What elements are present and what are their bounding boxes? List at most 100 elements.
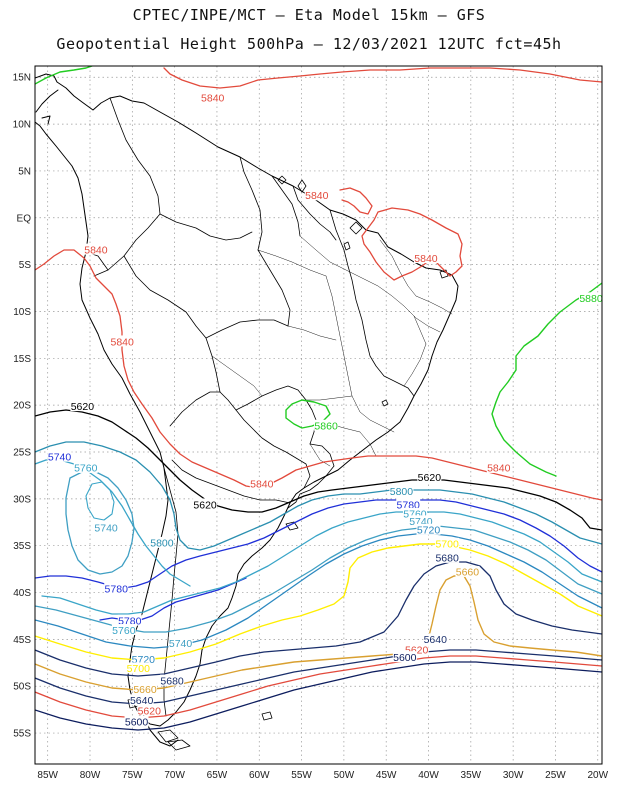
contour-label-background (408, 515, 433, 527)
contour-label-background (126, 662, 151, 674)
lat-tick-label: EQ (17, 213, 32, 224)
contour-label-background (435, 551, 460, 563)
contour-label: 5640 (424, 634, 448, 646)
contour-label-background (193, 498, 218, 510)
contour-5860 (285, 399, 331, 429)
lat-tick-label: 35S (13, 541, 31, 552)
lat-tick-label: 55S (13, 729, 31, 740)
contour-label-background (416, 523, 441, 535)
contour-label: 5620 (138, 705, 162, 717)
map-subtitle: Geopotential Height 500hPa – 12/03/2021 … (56, 35, 562, 53)
contour-5680 (35, 561, 602, 677)
lat-tick-label: 10S (13, 307, 31, 318)
contour-label: 5600 (393, 652, 417, 664)
contour-label-background (104, 582, 129, 594)
lat-tick-label: 45S (13, 635, 31, 646)
contour-label-background (124, 715, 149, 727)
south-america-coastline (35, 73, 459, 747)
contour-label: 5700 (435, 539, 459, 551)
contour-label-background (133, 683, 158, 695)
contour-label-background (117, 614, 142, 626)
contour-label: 5880 (579, 293, 603, 305)
lon-tick-label: 55W (291, 770, 312, 781)
contour-label: 5620 (71, 401, 95, 413)
contour-label: 5600 (125, 717, 149, 729)
contour-label-background (435, 537, 460, 549)
contour-label-background (404, 643, 429, 655)
contour-label: 5700 (127, 663, 151, 675)
contour-labels: 5880 5840 5840 5840 5840 5840 5840 5840 5860 5620… (47, 91, 603, 729)
contour-label-background (402, 507, 427, 519)
lat-tick-label: 15N (13, 73, 31, 84)
contour-label-background (249, 477, 274, 489)
contour-label-background (129, 694, 154, 706)
lat-tick-label: 50S (13, 682, 31, 693)
contour-label: 5680 (160, 675, 184, 687)
contour-label: 5800 (150, 538, 174, 550)
lon-tick-label: 20W (587, 770, 608, 781)
contour-5700 (35, 543, 602, 661)
lat-tick-label: 5S (19, 260, 32, 271)
contour-label: 5800 (390, 486, 414, 498)
state-borders (211, 235, 453, 467)
contour-label-background (578, 292, 603, 304)
contour-label: 5760 (74, 463, 98, 475)
contour-label: 5660 (133, 684, 157, 696)
contour-5640 (35, 649, 602, 705)
contour-label-background (455, 565, 480, 577)
lon-tick-label: 70W (164, 770, 185, 781)
longitude-labels: 85W 80W 75W 70W 65W 60W 55W 50W 45W 40W 35W 30W 25W 2… (37, 770, 608, 781)
contour-label-background (70, 400, 95, 412)
lon-tick-label: 85W (37, 770, 58, 781)
contour-label-background (111, 624, 136, 636)
contour-5800 (35, 441, 602, 551)
lon-tick-label: 80W (80, 770, 101, 781)
lon-tick-label: 35W (461, 770, 482, 781)
lon-tick-label: 30W (503, 770, 524, 781)
contour-label: 5840 (84, 244, 108, 256)
lon-tick-label: 45W (376, 770, 397, 781)
contour-label-background (47, 450, 72, 462)
contour-label-background (200, 91, 225, 103)
contour-5730-inner (85, 481, 115, 521)
contour-5600 (35, 661, 602, 731)
contour-label: 5660 (456, 567, 480, 579)
contour-label: 5840 (201, 93, 225, 105)
lat-tick-label: 10N (13, 120, 31, 131)
contour-label: 5840 (414, 253, 438, 265)
contour-label: 5740 (48, 451, 72, 463)
contour-label: 5840 (487, 463, 511, 475)
contour-label-background (389, 485, 414, 497)
contour-label-background (486, 461, 511, 473)
contour-label-background (137, 704, 162, 716)
contour-label-background (73, 461, 98, 473)
map-title: CPTEC/INPE/MCT – Eta Model 15km – GFS (132, 6, 486, 24)
contour-label-background (83, 243, 108, 255)
lat-tick-label: 20S (13, 401, 31, 412)
map-frame (34, 65, 603, 765)
lat-tick-label: 25S (13, 448, 31, 459)
contour-label: 5860 (314, 421, 338, 433)
lon-tick-label: 50W (334, 770, 355, 781)
lon-tick-label: 60W (249, 770, 270, 781)
contour-5720 (35, 533, 602, 649)
contour-5760 (35, 459, 602, 615)
contour-label: 5620 (193, 499, 217, 511)
contour-label: 5840 (110, 336, 134, 348)
contour-label-background (131, 653, 156, 665)
contour-5820 (35, 409, 602, 531)
contour-label-background (413, 252, 438, 264)
contour-label: 5740 (169, 638, 193, 650)
contour-label: 5620 (418, 472, 442, 484)
latitude-labels: 15N 10N 5N EQ 5S 10S 15S 20S 25S 30S 35S 40S 45S 50S 5… (13, 73, 32, 740)
contour-5740 (35, 471, 602, 633)
contour-label-background (396, 498, 421, 510)
contour-label-background (423, 633, 448, 645)
contour-label-background (314, 419, 339, 431)
contour-label: 5840 (250, 479, 274, 491)
lon-tick-label: 25W (545, 770, 566, 781)
contour-label-background (160, 674, 185, 686)
lat-tick-label: 5N (18, 166, 31, 177)
contour-label: 5780 (105, 584, 129, 596)
